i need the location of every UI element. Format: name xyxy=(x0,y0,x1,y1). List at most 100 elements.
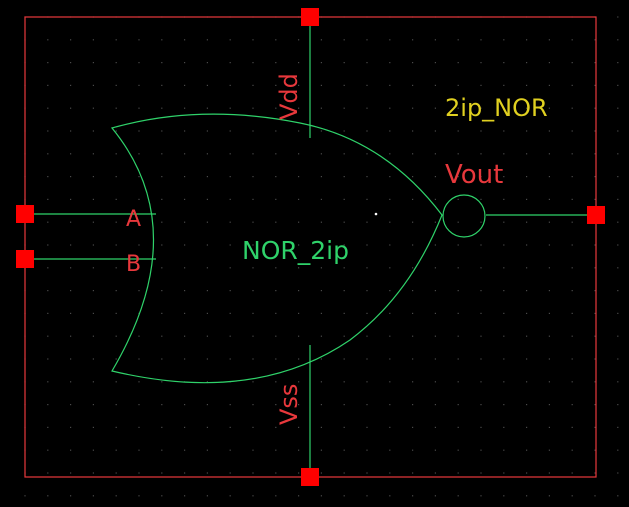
pin-a[interactable] xyxy=(16,205,34,223)
grid-dot xyxy=(252,312,254,314)
grid-dot xyxy=(161,472,163,474)
grid-dot xyxy=(320,472,322,474)
grid-dot xyxy=(571,107,573,109)
grid-dot xyxy=(412,84,414,86)
grid-dot xyxy=(115,290,117,292)
grid-dot xyxy=(412,62,414,64)
grid-dot xyxy=(526,495,528,497)
grid-dot xyxy=(92,153,94,155)
grid-dot xyxy=(320,449,322,451)
grid-dot xyxy=(320,198,322,200)
grid-dot xyxy=(526,221,528,223)
grid-dot xyxy=(412,290,414,292)
nor-gate-body xyxy=(110,113,443,384)
grid-dot xyxy=(161,312,163,314)
grid-dot xyxy=(526,267,528,269)
grid-dot xyxy=(526,153,528,155)
grid-dot xyxy=(389,130,391,132)
grid-dot xyxy=(434,312,436,314)
pin-vss[interactable] xyxy=(301,468,319,486)
pin-vout[interactable] xyxy=(587,206,605,224)
grid-dot xyxy=(275,84,277,86)
grid-dot xyxy=(92,221,94,223)
grid-dot xyxy=(92,244,94,246)
grid-dot xyxy=(115,39,117,41)
grid-dot xyxy=(92,495,94,497)
grid-dot xyxy=(480,290,482,292)
grid-dot xyxy=(92,130,94,132)
grid-dot xyxy=(184,62,186,64)
grid-dot xyxy=(320,62,322,64)
grid-dot xyxy=(343,153,345,155)
grid-dot xyxy=(320,404,322,406)
grid-dot xyxy=(70,198,72,200)
grid-dot xyxy=(138,84,140,86)
grid-dot xyxy=(184,39,186,41)
grid-dot xyxy=(571,244,573,246)
grid-dot xyxy=(343,267,345,269)
grid-dot xyxy=(412,449,414,451)
grid-dot xyxy=(47,39,49,41)
inversion-bubble xyxy=(442,194,486,238)
pin-label-vout: Vout xyxy=(445,160,503,190)
grid-dot xyxy=(161,244,163,246)
grid-dot xyxy=(389,449,391,451)
grid-dot xyxy=(366,335,368,337)
grid-dot xyxy=(252,358,254,360)
grid-dot xyxy=(434,244,436,246)
grid-dot xyxy=(617,267,619,269)
grid-dot xyxy=(161,381,163,383)
grid-dot xyxy=(161,495,163,497)
grid-dot xyxy=(548,472,550,474)
grid-dot xyxy=(617,449,619,451)
grid-dot xyxy=(366,495,368,497)
grid-dot xyxy=(138,472,140,474)
grid-dot xyxy=(526,335,528,337)
grid-dot xyxy=(617,221,619,223)
grid-dot xyxy=(526,198,528,200)
grid-dot xyxy=(320,426,322,428)
grid-dot xyxy=(571,335,573,337)
grid-dot xyxy=(47,290,49,292)
grid-dot xyxy=(70,153,72,155)
grid-dot xyxy=(298,107,300,109)
grid-dot xyxy=(571,358,573,360)
grid-dot xyxy=(115,381,117,383)
grid-dot xyxy=(571,404,573,406)
grid-dot xyxy=(252,404,254,406)
grid-dot xyxy=(503,290,505,292)
grid-dot xyxy=(526,176,528,178)
grid-dot xyxy=(184,130,186,132)
grid-dot xyxy=(298,472,300,474)
grid-dot xyxy=(70,495,72,497)
grid-dot xyxy=(571,312,573,314)
grid-dot xyxy=(617,472,619,474)
grid-dot xyxy=(366,426,368,428)
grid-dot xyxy=(47,495,49,497)
pin-vdd[interactable] xyxy=(301,8,319,26)
pin-b[interactable] xyxy=(16,250,34,268)
grid-dot xyxy=(548,495,550,497)
grid-dot xyxy=(526,290,528,292)
grid-dot xyxy=(366,449,368,451)
grid-dot xyxy=(594,84,596,86)
grid-dot xyxy=(252,472,254,474)
grid-dot xyxy=(184,358,186,360)
grid-dot xyxy=(206,267,208,269)
grid-dot xyxy=(548,198,550,200)
grid-dot xyxy=(161,176,163,178)
grid-dot xyxy=(229,107,231,109)
grid-dot xyxy=(343,358,345,360)
grid-dot xyxy=(320,176,322,178)
grid-dot xyxy=(480,244,482,246)
grid-dot xyxy=(229,153,231,155)
grid-dot xyxy=(434,153,436,155)
grid-dot xyxy=(320,267,322,269)
grid-dot xyxy=(184,84,186,86)
grid-dot xyxy=(617,84,619,86)
grid-dot xyxy=(343,107,345,109)
grid-dot xyxy=(275,290,277,292)
grid-dot xyxy=(457,198,459,200)
grid-dot xyxy=(252,84,254,86)
grid-dot xyxy=(161,267,163,269)
